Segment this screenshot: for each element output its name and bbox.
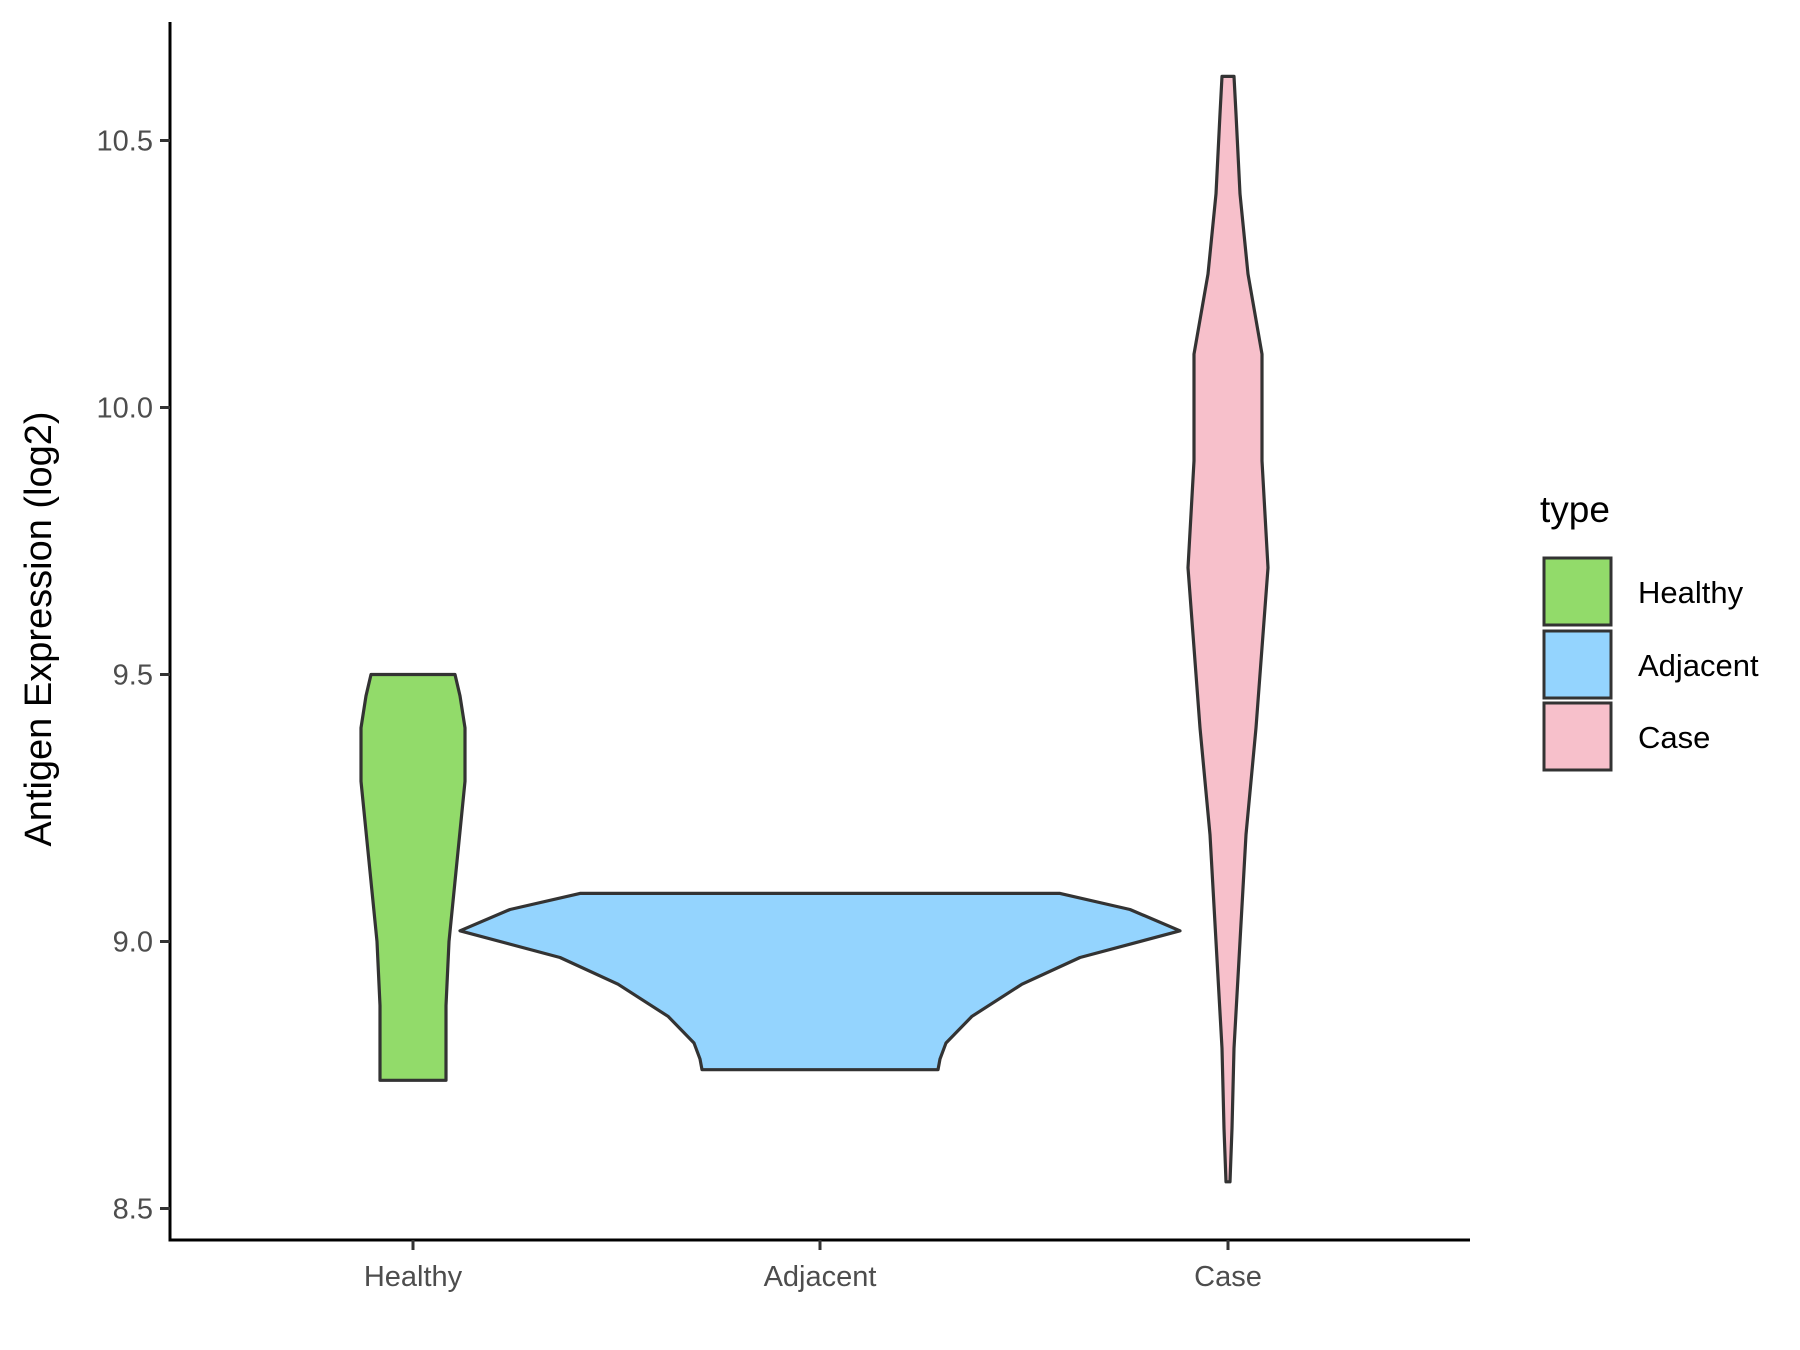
x-axis: Healthy Adjacent Case: [168, 1238, 1470, 1293]
violin-adjacent: [458, 891, 1182, 1072]
legend: type Healthy Adjacent Case: [1540, 489, 1759, 772]
x-tick-label-healthy: Healthy: [364, 1261, 463, 1293]
x-tick-label-adjacent: Adjacent: [764, 1261, 877, 1293]
legend-label-case: Case: [1638, 720, 1710, 755]
y-tick-label: 10.0: [97, 393, 153, 425]
legend-key-adjacent: [1542, 629, 1613, 700]
violin-healthy: [359, 672, 467, 1082]
violin-layer: [359, 74, 1270, 1184]
legend-label-healthy: Healthy: [1638, 575, 1744, 610]
legend-key-case: [1542, 701, 1613, 772]
violin-case: [1186, 74, 1270, 1184]
x-tick-label-case: Case: [1194, 1261, 1262, 1293]
y-tick-label: 10.5: [97, 126, 153, 158]
y-axis-title: Antigen Expression (log2): [18, 411, 60, 846]
y-axis: 8.5 9.0 9.5 10.0 10.5: [97, 22, 172, 1240]
legend-title: type: [1540, 489, 1610, 530]
legend-label-adjacent: Adjacent: [1638, 648, 1759, 683]
legend-key-healthy: [1542, 556, 1613, 627]
y-tick-label: 9.0: [113, 927, 153, 959]
y-tick-label: 8.5: [113, 1194, 153, 1226]
y-tick-label: 9.5: [113, 660, 153, 692]
